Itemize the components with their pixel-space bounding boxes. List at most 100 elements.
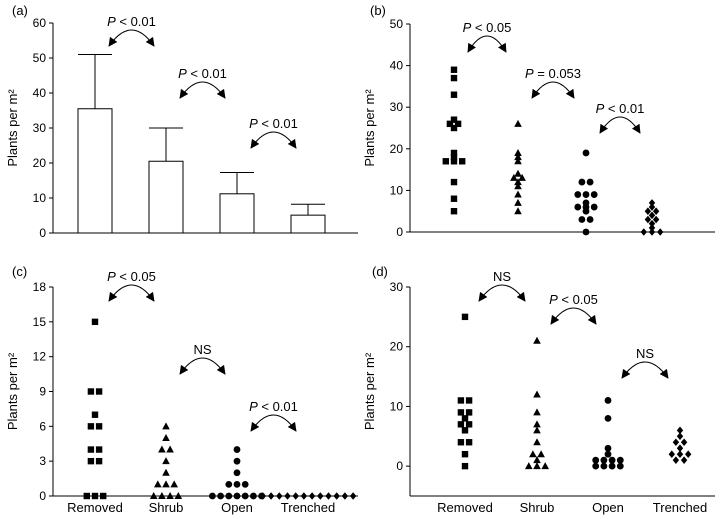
y-tick-label: 10 <box>390 399 404 413</box>
point-removed <box>450 116 458 123</box>
bar-removed <box>77 108 113 234</box>
point-removed <box>457 397 465 404</box>
point-open <box>604 450 612 458</box>
point-trenched <box>341 492 349 500</box>
y-tick-label: 0 <box>396 459 403 473</box>
point-shrub <box>533 438 541 446</box>
point-trenched <box>648 211 656 220</box>
point-open <box>574 203 582 211</box>
comparison-label: P = 0.053 <box>525 66 581 81</box>
y-tick-label: 30 <box>390 100 404 114</box>
point-open <box>608 462 616 470</box>
comparison-label: NS <box>493 269 511 284</box>
y-axis-label: Plants per m² <box>5 352 20 430</box>
point-open <box>241 492 249 500</box>
y-tick-label: 30 <box>390 280 404 294</box>
bar-shrub <box>148 160 184 234</box>
point-open <box>574 191 582 198</box>
point-shrub <box>514 207 522 215</box>
comparison-label: P < 0.01 <box>596 101 645 116</box>
point-removed <box>446 120 454 128</box>
y-axis-label: Plants per m² <box>5 89 20 167</box>
point-removed <box>87 388 95 395</box>
point-removed <box>465 397 473 404</box>
point-removed <box>454 120 462 128</box>
comparison-label: NS <box>193 342 211 357</box>
x-tick-label: Open <box>221 500 253 515</box>
point-open <box>233 480 241 488</box>
point-shrub <box>166 445 174 453</box>
point-removed <box>465 439 473 446</box>
point-shrub <box>533 420 541 428</box>
panel-c: (c) 0 3 6 9 12 15 18 Plants per m² Removed Shrub Op… <box>5 264 358 515</box>
comparison-arrow <box>179 81 226 99</box>
point-shrub <box>166 492 174 499</box>
point-removed <box>465 421 473 428</box>
y-tick-label: 0 <box>396 225 403 239</box>
comparison-label: P < 0.01 <box>249 399 298 414</box>
x-tick-label: Trenched <box>281 500 335 515</box>
point-shrub <box>529 450 537 458</box>
point-shrub <box>514 119 522 127</box>
point-shrub <box>514 157 522 165</box>
y-tick-label: 50 <box>390 17 404 31</box>
y-tick-label: 12 <box>33 350 47 364</box>
point-shrub <box>514 182 522 190</box>
point-trenched <box>680 456 688 464</box>
point-trenched <box>648 199 656 207</box>
comparison-arrow <box>250 414 297 432</box>
comparison-arrow <box>550 307 597 325</box>
comparison-label: NS <box>636 346 654 361</box>
point-removed <box>465 409 473 416</box>
point-shrub <box>162 422 170 430</box>
point-open <box>616 456 624 464</box>
x-tick-label: Removed <box>67 500 123 515</box>
point-trenched <box>300 492 308 500</box>
point-removed <box>450 158 458 165</box>
point-removed <box>87 457 95 465</box>
y-tick-label: 30 <box>33 121 47 135</box>
point-shrub <box>518 173 526 181</box>
point-shrub <box>162 468 170 476</box>
y-tick-label: 6 <box>39 419 46 433</box>
point-removed <box>91 492 99 500</box>
point-open <box>582 228 590 236</box>
point-removed <box>450 195 458 202</box>
point-shrub <box>533 426 541 434</box>
y-tick-label: 20 <box>390 142 404 156</box>
point-shrub <box>162 480 170 488</box>
point-shrub <box>525 462 533 470</box>
point-trenched <box>644 207 652 215</box>
point-trenched <box>349 492 357 500</box>
point-trenched <box>676 432 684 441</box>
point-trenched <box>652 207 660 215</box>
point-open <box>586 178 594 186</box>
point-trenched <box>648 228 656 236</box>
point-open <box>233 469 241 477</box>
point-open <box>225 480 233 488</box>
point-removed <box>457 421 465 428</box>
comparison-label: P < 0.01 <box>249 116 298 131</box>
point-open <box>250 492 257 500</box>
panel-label: (d) <box>372 264 388 279</box>
point-shrub <box>533 408 541 416</box>
y-tick-label: 10 <box>33 191 47 205</box>
panel-d: (d) 0 10 20 30 Plants per m² Removed Shrub Open T… <box>362 264 715 515</box>
point-removed <box>95 457 103 465</box>
point-shrub <box>149 492 158 499</box>
point-removed <box>450 66 458 73</box>
point-removed <box>457 439 465 446</box>
comparison-label: P < 0.01 <box>107 14 156 29</box>
point-removed <box>450 74 458 82</box>
point-trenched <box>317 492 324 500</box>
point-removed <box>450 208 458 215</box>
bar-open <box>219 193 255 234</box>
x-tick-label: Open <box>592 500 624 515</box>
point-removed <box>100 492 107 500</box>
point-trenched <box>276 492 283 500</box>
point-trenched <box>292 492 299 500</box>
panel-label: (c) <box>12 264 27 279</box>
panel-label: (a) <box>12 3 28 18</box>
y-tick-label: 0 <box>39 489 46 503</box>
y-tick-label: 18 <box>33 280 47 294</box>
